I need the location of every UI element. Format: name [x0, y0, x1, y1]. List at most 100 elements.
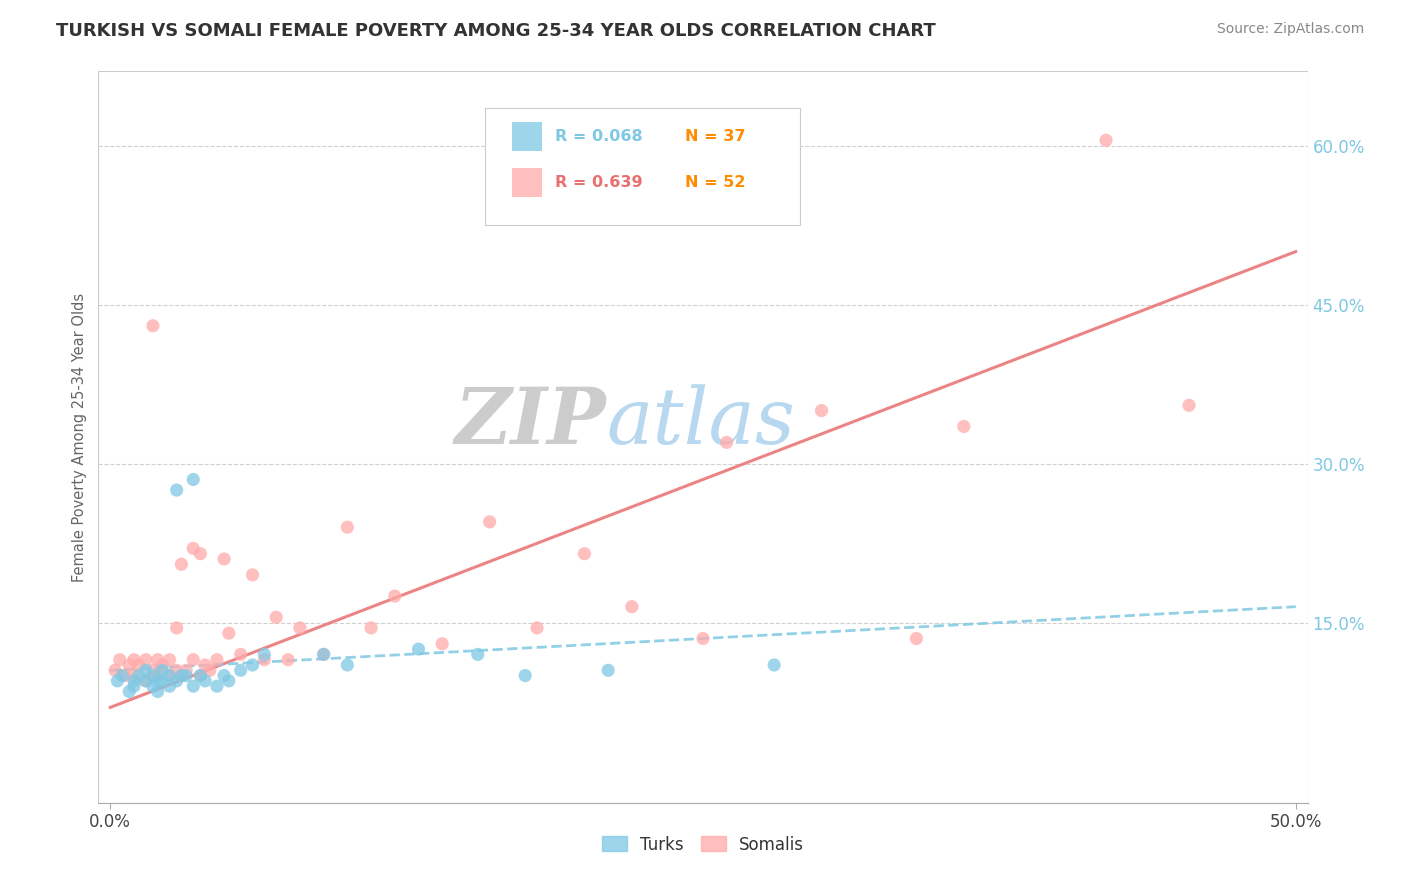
Point [152, 673, 174, 688]
Point [312, 648, 335, 662]
Point [122, 653, 145, 667]
Point [478, 515, 501, 529]
Point [159, 668, 181, 682]
Point [432, 637, 454, 651]
Point [288, 621, 311, 635]
Point [242, 658, 264, 673]
Point [384, 589, 406, 603]
Point [312, 648, 335, 662]
Point [170, 668, 193, 682]
Point [218, 673, 240, 688]
Point [174, 663, 197, 677]
Point [336, 658, 359, 673]
Point [128, 658, 150, 673]
Point [159, 679, 181, 693]
Point [229, 663, 252, 677]
Point [181, 541, 204, 556]
Point [218, 626, 240, 640]
Point [118, 684, 141, 698]
Point [142, 668, 165, 682]
Y-axis label: Female Poverty Among 25-34 Year Olds: Female Poverty Among 25-34 Year Olds [72, 293, 87, 582]
Point [114, 668, 136, 682]
Point [205, 653, 228, 667]
Point [336, 520, 359, 534]
Point [190, 668, 212, 682]
Point [142, 679, 165, 693]
Point [142, 318, 165, 333]
Point [515, 668, 537, 682]
Point [253, 648, 276, 662]
Point [212, 552, 235, 566]
Point [135, 673, 157, 688]
Point [408, 642, 430, 657]
Point [128, 668, 150, 682]
Point [166, 621, 188, 635]
Point [181, 473, 204, 487]
Point [952, 419, 974, 434]
Point [159, 668, 181, 682]
Legend: Turks, Somalis: Turks, Somalis [595, 829, 811, 860]
Point [598, 663, 620, 677]
Point [212, 668, 235, 682]
Point [229, 648, 252, 662]
Point [1095, 133, 1118, 147]
Text: N = 37: N = 37 [685, 129, 745, 144]
Point [146, 684, 169, 698]
Point [190, 668, 212, 682]
Point [810, 403, 832, 417]
Bar [512, 168, 543, 197]
Point [166, 483, 188, 497]
Point [1178, 398, 1201, 412]
Point [264, 610, 287, 624]
Text: TURKISH VS SOMALI FEMALE POVERTY AMONG 25-34 YEAR OLDS CORRELATION CHART: TURKISH VS SOMALI FEMALE POVERTY AMONG 2… [56, 22, 936, 40]
Point [166, 673, 188, 688]
Text: Source: ZipAtlas.com: Source: ZipAtlas.com [1216, 22, 1364, 37]
Point [174, 668, 197, 682]
Point [104, 663, 127, 677]
Point [467, 648, 489, 662]
Text: atlas: atlas [606, 384, 794, 460]
Point [135, 653, 157, 667]
Bar [512, 122, 543, 151]
Point [242, 567, 264, 582]
Point [122, 673, 145, 688]
Point [142, 663, 165, 677]
Point [763, 658, 786, 673]
Point [152, 663, 174, 677]
Point [105, 673, 128, 688]
Text: ZIP: ZIP [454, 384, 606, 460]
Text: N = 52: N = 52 [685, 175, 745, 190]
Point [122, 668, 145, 682]
Point [146, 668, 169, 682]
Point [135, 663, 157, 677]
Point [108, 653, 131, 667]
Point [716, 435, 738, 450]
Point [526, 621, 548, 635]
Point [118, 658, 141, 673]
Point [181, 679, 204, 693]
Point [159, 653, 181, 667]
Point [692, 632, 714, 646]
Point [170, 668, 193, 682]
FancyBboxPatch shape [485, 108, 800, 225]
Point [194, 673, 217, 688]
Point [152, 658, 174, 673]
Point [253, 653, 276, 667]
Point [170, 558, 193, 572]
Point [146, 653, 169, 667]
Point [146, 673, 169, 688]
Text: R = 0.068: R = 0.068 [555, 129, 643, 144]
Point [181, 653, 204, 667]
Point [360, 621, 382, 635]
Point [122, 679, 145, 693]
Point [111, 668, 134, 682]
Point [574, 547, 596, 561]
Point [194, 658, 217, 673]
Point [620, 599, 643, 614]
Point [135, 673, 157, 688]
Point [190, 547, 212, 561]
Point [905, 632, 928, 646]
Point [166, 663, 188, 677]
Point [277, 653, 299, 667]
Point [198, 663, 221, 677]
